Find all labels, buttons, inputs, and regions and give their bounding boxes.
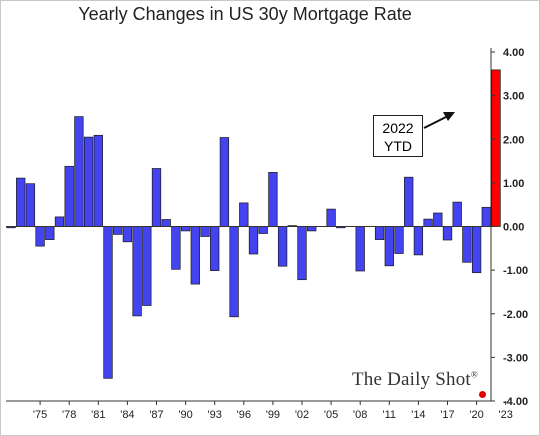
x-tick-label: '08 xyxy=(353,409,367,421)
bar-1994 xyxy=(219,137,230,227)
bar-1987 xyxy=(151,168,162,227)
bar-2018 xyxy=(452,201,462,227)
registered-mark: ® xyxy=(470,369,478,380)
bar-1996 xyxy=(239,202,249,227)
x-tick-label: '81 xyxy=(91,409,105,421)
bar-2008 xyxy=(355,226,365,272)
x-axis-ticks: '75 '78 '81 '84 '87 '90 '93 '96 '99 '02 '05 '08 '11 '… xyxy=(33,401,513,421)
x-tick-label: '23 xyxy=(499,409,513,421)
bar-2012 xyxy=(394,226,404,254)
bar-1990 xyxy=(180,226,191,232)
bar-1980 xyxy=(83,136,94,227)
bar-1997 xyxy=(248,226,259,255)
bar-1992 xyxy=(200,226,210,237)
annotation-arrow xyxy=(423,116,447,129)
bar-1976 xyxy=(45,226,55,240)
x-tick-label: '17 xyxy=(440,409,454,421)
y-tick-label: 0.00 xyxy=(503,222,524,234)
bar-2011 xyxy=(384,226,394,267)
bar-2019 xyxy=(462,226,472,263)
bar-1979 xyxy=(74,116,84,227)
bar-1988 xyxy=(161,219,171,227)
bar-1991 xyxy=(190,226,200,285)
annotation-year: 2022 xyxy=(382,120,414,136)
y-tick-label: -4.00 xyxy=(503,396,528,408)
x-tick-label: '75 xyxy=(33,409,47,421)
bar-2022 xyxy=(491,69,501,227)
x-tick-label: '11 xyxy=(383,409,397,421)
x-tick-label: '02 xyxy=(295,409,309,421)
watermark-text: The Daily Shot xyxy=(352,369,471,390)
annotation-ytd: YTD xyxy=(384,138,412,154)
x-tick-label: '78 xyxy=(62,409,76,421)
annotation-arrowhead xyxy=(443,112,455,121)
y-tick-label: 2.00 xyxy=(503,134,524,146)
y-tick-label: -2.00 xyxy=(503,309,528,321)
bar-2003 xyxy=(307,226,317,232)
bars-group xyxy=(6,69,501,379)
bar-2017 xyxy=(442,226,453,241)
x-tick-label: '87 xyxy=(149,409,163,421)
bar-1982 xyxy=(103,226,113,379)
bar-2013 xyxy=(404,176,414,227)
bar-1975 xyxy=(35,226,45,247)
annotation-box: 2022 YTD xyxy=(373,115,423,157)
bar-2005 xyxy=(326,208,336,227)
x-tick-label: '99 xyxy=(266,409,280,421)
x-tick-label: '84 xyxy=(120,409,134,421)
y-tick-label: 1.00 xyxy=(503,178,524,190)
bar-1983 xyxy=(113,226,123,235)
bar-2010 xyxy=(374,226,385,240)
bar-1986 xyxy=(142,226,152,306)
bar-2015 xyxy=(423,218,433,227)
bar-2000 xyxy=(277,226,288,267)
bar-1993 xyxy=(210,226,220,271)
bar-1998 xyxy=(258,226,268,234)
chart-title: Yearly Changes in US 30y Mortgage Rate xyxy=(78,4,412,24)
bar-1984 xyxy=(122,226,133,243)
y-tick-label: -1.00 xyxy=(503,265,528,277)
x-tick-label: '96 xyxy=(237,409,251,421)
bar-1974 xyxy=(25,183,36,227)
y-tick-label: -3.00 xyxy=(503,352,528,364)
bar-2014 xyxy=(413,226,424,256)
bar-2020 xyxy=(471,226,482,274)
bar-1999 xyxy=(268,172,278,227)
x-tick-label: '05 xyxy=(324,409,338,421)
bar-2021 xyxy=(481,206,491,227)
bar-1985 xyxy=(132,226,142,317)
x-tick-label: '90 xyxy=(178,409,192,421)
bar-2002 xyxy=(297,226,307,281)
watermark-logo: The Daily Shot® xyxy=(352,369,478,391)
y-tick-label: 3.00 xyxy=(503,91,524,103)
bar-1989 xyxy=(171,226,181,270)
x-tick-label: '93 xyxy=(208,409,222,421)
watermark-dot xyxy=(479,391,486,398)
bar-1978 xyxy=(64,165,74,227)
bar-1995 xyxy=(229,226,239,318)
x-tick-label: '20 xyxy=(469,409,483,421)
bar-1981 xyxy=(93,134,103,227)
x-tick-label: '14 xyxy=(411,409,425,421)
bar-1977 xyxy=(54,216,65,227)
bar-1973 xyxy=(16,177,26,227)
y-tick-label: 4.00 xyxy=(503,47,524,59)
y-axis-ticks: 4.00 3.00 2.00 1.00 0.00 -1.00 -2.00 -3.00 -4.00 xyxy=(491,47,528,408)
bar-2016 xyxy=(433,212,443,227)
